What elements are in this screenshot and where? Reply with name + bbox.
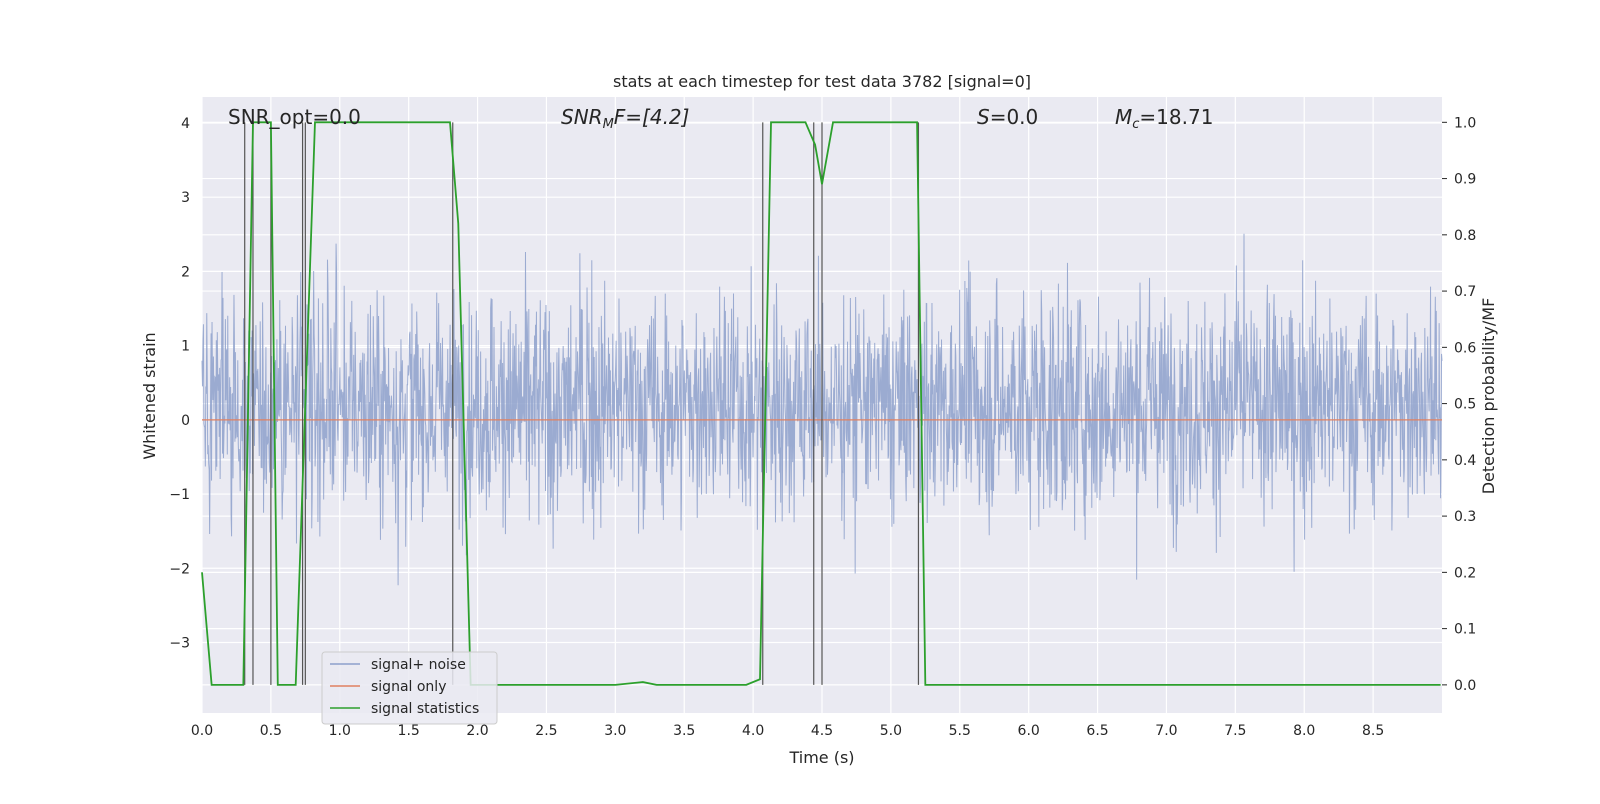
y-tick-label: 3 [181, 190, 190, 206]
x-tick-label: 4.5 [811, 723, 833, 739]
y-right-tick-label: 0.8 [1454, 228, 1476, 244]
y-axis-label: Whitened strain [140, 332, 159, 459]
y-right-tick-label: 0.7 [1454, 284, 1476, 300]
y-tick-label: 2 [181, 264, 190, 280]
mc-value: =18.71 [1139, 105, 1213, 129]
x-tick-label: 6.5 [1086, 723, 1108, 739]
legend-label-signal-only: signal only [371, 679, 446, 695]
legend-label-signal-noise: signal+ noise [371, 657, 466, 673]
x-tick-label: 0.5 [260, 723, 282, 739]
y-right-tick-label: 0.2 [1454, 565, 1476, 581]
snr-opt-annotation: SNR_opt=0.0 [228, 105, 361, 129]
mc-subscript: c [1132, 117, 1139, 132]
x-tick-label: 7.5 [1224, 723, 1246, 739]
snr-mf-subscript: M [603, 117, 614, 132]
x-tick-label: 2.0 [466, 723, 488, 739]
s-annotation: S=0.0 [977, 105, 1038, 129]
y-right-tick-label: 0.6 [1454, 340, 1476, 356]
chart-title: stats at each timestep for test data 378… [613, 72, 1031, 91]
y-right-tick-label: 0.9 [1454, 172, 1476, 188]
y-right-tick-label: 1.0 [1454, 115, 1476, 131]
x-tick-label: 7.0 [1155, 723, 1177, 739]
y-right-tick-label: 0.3 [1454, 509, 1476, 525]
y-axis-right-label: Detection probability/MF [1479, 298, 1498, 495]
y-right-tick-label: 0.1 [1454, 622, 1476, 638]
x-tick-label: 1.5 [398, 723, 420, 739]
y-tick-label: −3 [169, 635, 190, 651]
x-tick-label: 4.0 [742, 723, 764, 739]
s-value: =0.0 [990, 105, 1039, 129]
legend-label-signal-statistics: signal statistics [371, 701, 479, 717]
x-tick-label: 8.0 [1293, 723, 1315, 739]
y-right-tick-label: 0.4 [1454, 453, 1476, 469]
y-tick-label: 0 [181, 413, 190, 429]
mc-variable: M [1115, 105, 1132, 129]
y-tick-label: 4 [181, 116, 190, 132]
y-right-tick-label: 0.5 [1454, 397, 1476, 413]
snr-mf-annotation: SNRMF=[4.2] [561, 105, 689, 132]
signal-statistics-line [201, 121, 1441, 686]
x-tick-label: 5.0 [880, 723, 902, 739]
x-tick-label: 5.5 [949, 723, 971, 739]
x-tick-label: 2.5 [535, 723, 557, 739]
mc-annotation: Mc=18.71 [1115, 105, 1213, 132]
legend-box [321, 651, 498, 725]
signal-statistics-series [201, 121, 1441, 686]
snr-mf-prefix: SNR [561, 105, 603, 129]
x-tick-label: 8.5 [1362, 723, 1384, 739]
x-tick-label: 3.0 [604, 723, 626, 739]
tick-labels: 0.0 0.5 1.0 1.5 2.0 2.5 3.0 3.5 4.0 4.5 5.0 5.5 6.0 6… [169, 115, 1476, 739]
x-axis-label: Time (s) [788, 748, 854, 767]
y-tick-label: −2 [169, 561, 190, 577]
y-right-tick-label: 0.0 [1454, 678, 1476, 694]
snr-mf-suffix: F=[4.2] [614, 105, 690, 129]
x-tick-label: 3.5 [673, 723, 695, 739]
x-tick-label: 6.0 [1018, 723, 1040, 739]
y-tick-label: −1 [169, 487, 190, 503]
legend: signal+ noise signal only signal statist… [321, 651, 498, 725]
s-variable: S [977, 105, 990, 129]
y-tick-label: 1 [181, 339, 190, 355]
x-tick-label: 1.0 [329, 723, 351, 739]
x-tick-label: 0.0 [191, 723, 213, 739]
